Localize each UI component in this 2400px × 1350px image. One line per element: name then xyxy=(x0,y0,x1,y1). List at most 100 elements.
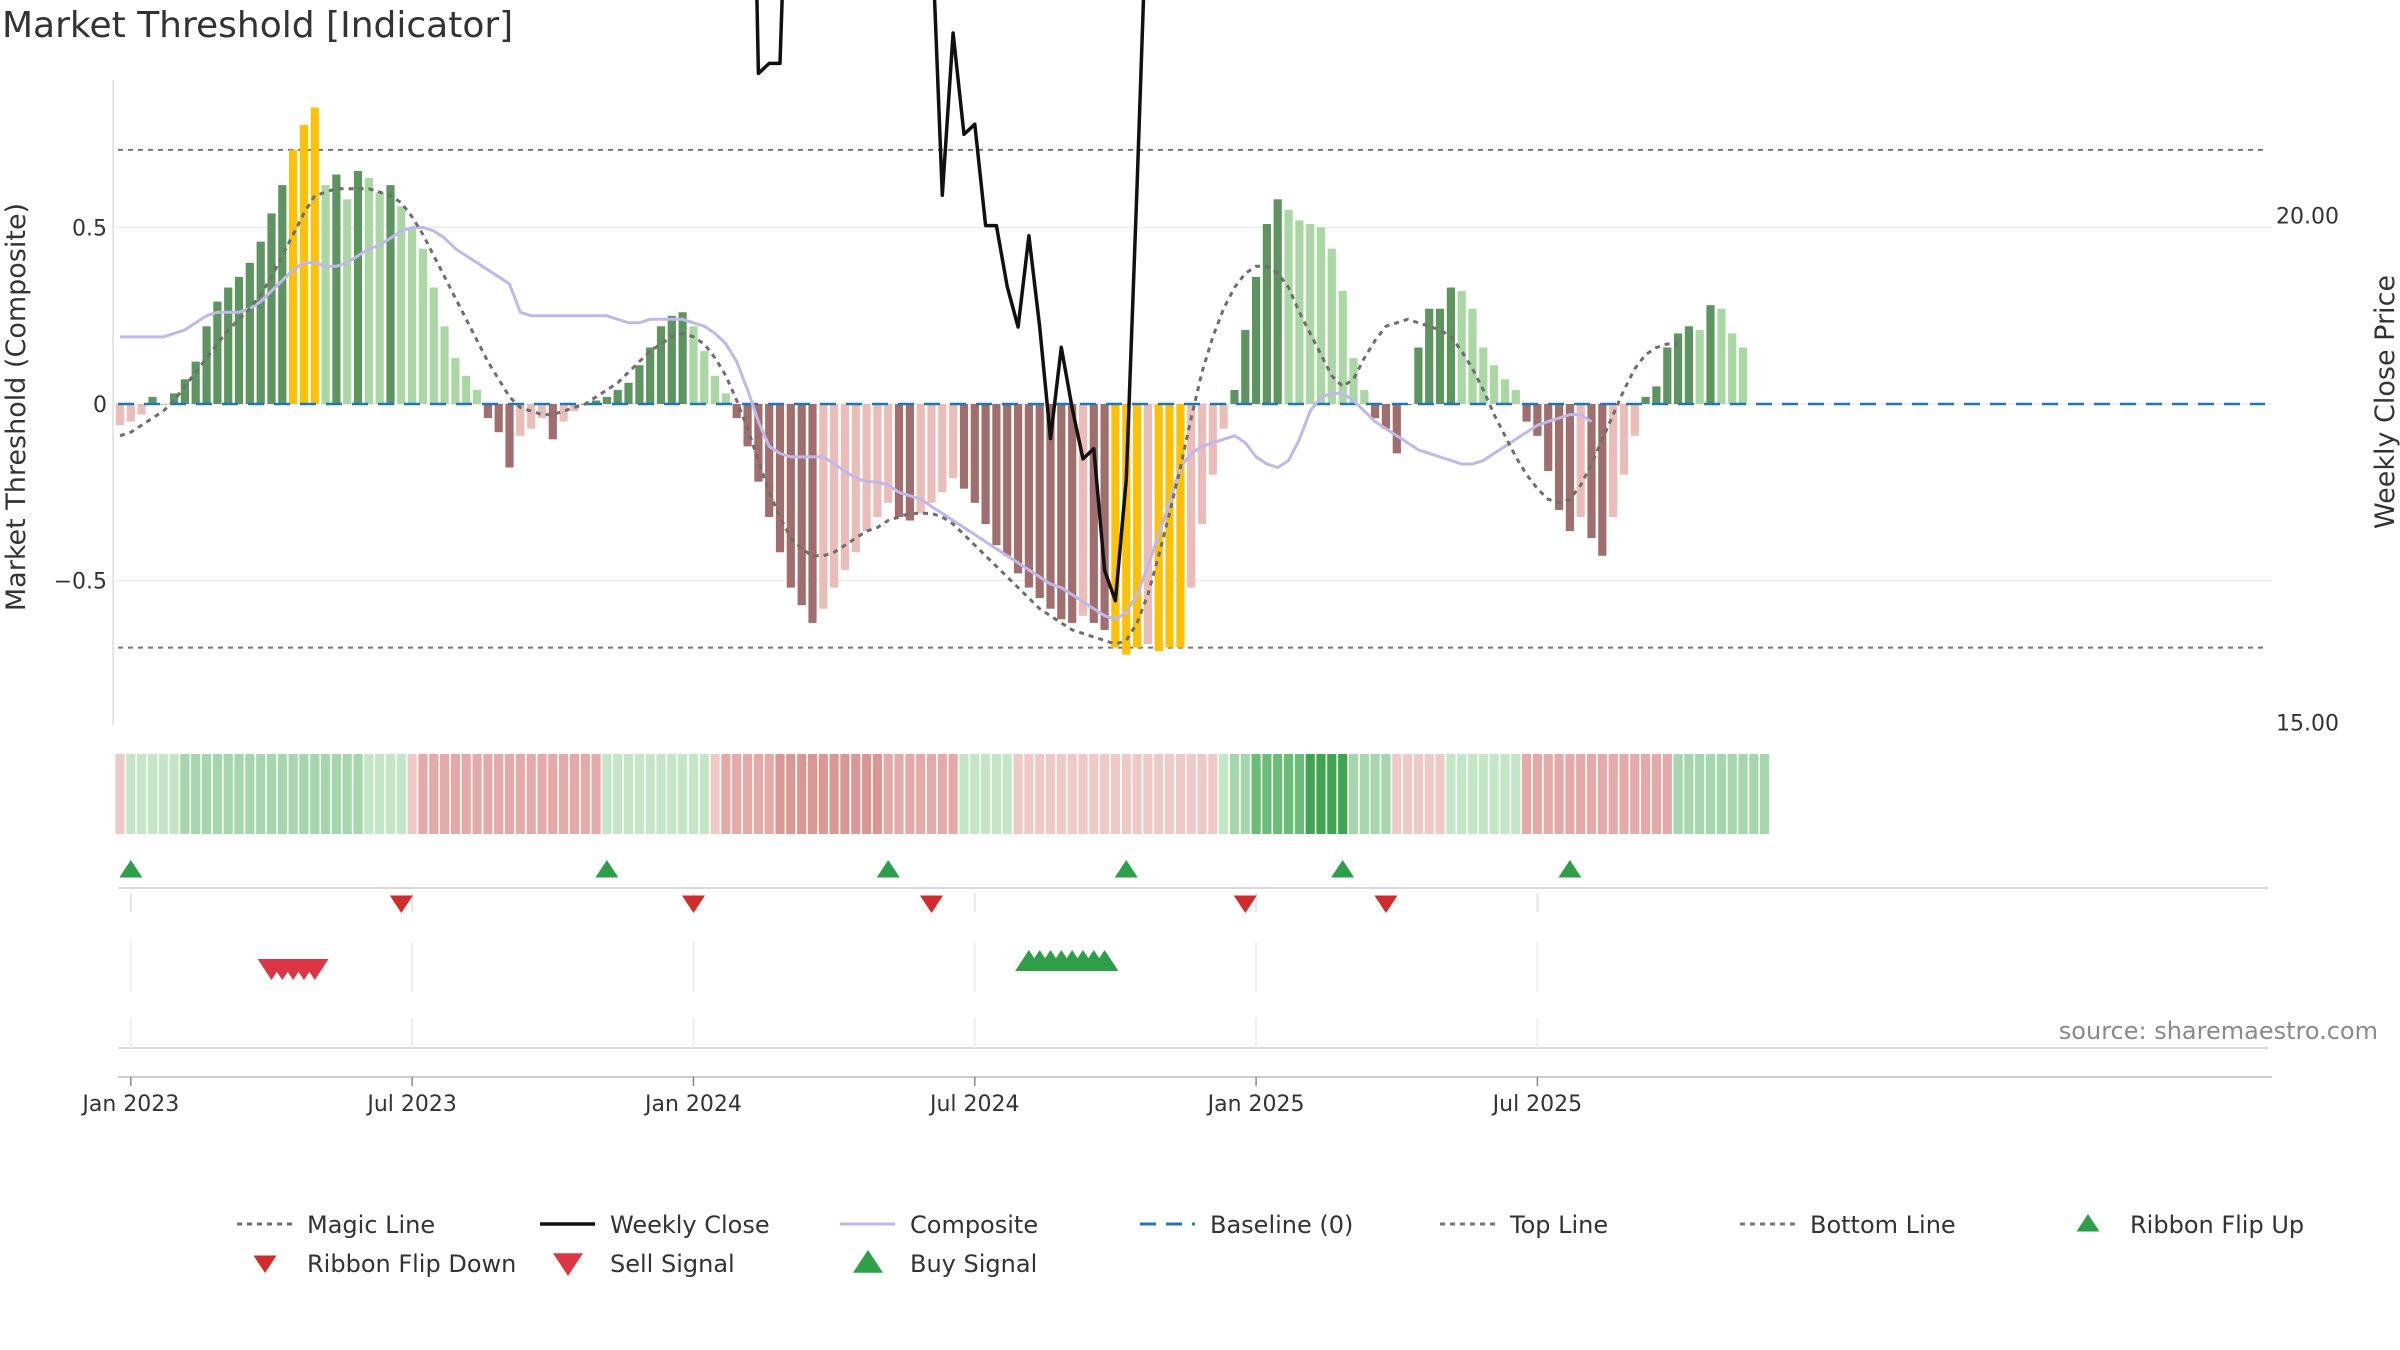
ribbon-segment xyxy=(851,754,861,834)
left-tick-label: 0 xyxy=(93,393,107,418)
legend: Magic Line Weekly Close Composite Baseline … xyxy=(237,1211,2304,1278)
threshold-lines xyxy=(118,148,2265,649)
histogram-bar xyxy=(1024,404,1033,588)
ribbon-segment xyxy=(1175,754,1185,834)
ribbon-segment xyxy=(862,754,872,834)
legend-label: Buy Signal xyxy=(910,1250,1037,1278)
histogram-bar xyxy=(1695,329,1704,404)
x-tick-label: Jan 2023 xyxy=(80,1092,179,1117)
histogram-bar xyxy=(1446,287,1455,404)
histogram-bar xyxy=(1262,224,1271,404)
ribbon-segment xyxy=(1013,754,1023,834)
ribbon-segment xyxy=(1446,754,1456,834)
histogram-bar xyxy=(1511,389,1520,404)
histogram-bar xyxy=(1457,291,1466,404)
histogram-bar xyxy=(1435,308,1445,404)
ribbon-segment xyxy=(375,754,385,834)
ribbon-segment xyxy=(829,754,839,834)
histogram-bar xyxy=(1219,404,1228,429)
ribbon-flip-down-marker xyxy=(681,895,705,913)
buy-sell-signal-markers xyxy=(257,950,1119,980)
histogram-bar xyxy=(1555,404,1564,510)
ribbon-segment xyxy=(872,754,882,834)
histogram-bar xyxy=(527,404,536,429)
ribbon-segment xyxy=(169,754,179,834)
histogram-bar xyxy=(981,404,990,524)
histogram-bar xyxy=(635,365,644,404)
ribbon-segment xyxy=(1608,754,1618,834)
histogram-bar xyxy=(386,185,395,404)
ribbon-segment xyxy=(1576,754,1586,834)
histogram-bar xyxy=(1641,396,1650,404)
histogram-bar xyxy=(916,404,925,514)
histogram-bar xyxy=(1425,308,1434,404)
ribbon-segment xyxy=(1684,754,1694,834)
histogram-bar xyxy=(310,107,319,404)
ribbon-segment xyxy=(364,754,374,834)
histogram-bar xyxy=(613,389,622,404)
histogram-bar xyxy=(1576,404,1585,517)
histogram-bar xyxy=(1522,404,1531,422)
histogram-bar xyxy=(548,404,557,440)
ribbon-segment xyxy=(515,754,525,834)
histogram-bar xyxy=(1122,404,1131,655)
ribbon-segment xyxy=(1597,754,1607,834)
left-axis-label: Market Threshold (Composite) xyxy=(1,203,32,611)
signal-panel-grid xyxy=(118,887,2272,1078)
histogram-bar xyxy=(646,347,655,404)
ribbon-segment xyxy=(1641,754,1651,834)
histogram-bar xyxy=(1306,224,1315,404)
ribbon-segment xyxy=(1294,754,1304,834)
histogram-bar xyxy=(959,404,969,489)
ribbon-segment xyxy=(1413,754,1423,834)
histogram-bar xyxy=(440,326,449,404)
ribbon-segment xyxy=(1727,754,1737,834)
histogram-bar xyxy=(862,404,871,532)
histogram-bar xyxy=(949,404,958,479)
ribbon-segment xyxy=(1024,754,1034,834)
ribbon-flip-down-marker xyxy=(920,895,943,913)
histogram-bar xyxy=(1057,404,1066,620)
ribbon-segment xyxy=(429,754,439,834)
ribbon-segment xyxy=(797,754,807,834)
ribbon-segment xyxy=(1208,754,1218,834)
ribbon-segment xyxy=(1532,754,1542,834)
histogram-bar xyxy=(202,326,211,404)
ribbon-segment xyxy=(981,754,991,834)
ribbon-segment xyxy=(212,754,222,834)
histogram-bar xyxy=(1316,227,1326,404)
ribbon-segment xyxy=(786,754,796,834)
ribbon-segment xyxy=(147,754,158,834)
ribbon-segment xyxy=(1424,754,1434,834)
ribbon-segment xyxy=(1370,754,1380,834)
ribbon-segment xyxy=(840,754,850,834)
ribbon-segment xyxy=(461,754,471,834)
histogram-bar xyxy=(289,149,298,404)
histogram-bar xyxy=(429,287,438,404)
ribbon-segment xyxy=(1359,754,1369,834)
legend-label: Bottom Line xyxy=(1810,1211,1956,1239)
histogram-bar xyxy=(418,248,428,404)
histogram-bar xyxy=(1587,404,1596,539)
ribbon-segment xyxy=(1273,754,1283,834)
histogram-bar xyxy=(473,389,482,404)
ribbon-segment xyxy=(732,754,742,834)
ribbon-segment xyxy=(277,754,287,834)
histogram-bar xyxy=(234,276,244,404)
legend-label: Ribbon Flip Down xyxy=(307,1250,516,1278)
ribbon-segment xyxy=(991,754,1001,834)
histogram-bar xyxy=(1003,404,1012,556)
histogram-bar xyxy=(830,404,839,588)
histogram-bar xyxy=(1241,329,1250,404)
ribbon-segment xyxy=(407,754,417,834)
histogram-bar xyxy=(267,213,276,404)
ribbon-segment xyxy=(580,754,590,834)
ribbon-segment xyxy=(245,754,255,834)
histogram-bar xyxy=(245,262,254,404)
left-axis-ticks: 0.5 0 −0.5 xyxy=(54,217,107,595)
ribbon-segment xyxy=(1403,754,1413,834)
histogram-bar xyxy=(602,396,611,404)
histogram-bar xyxy=(1630,404,1639,436)
histogram-bar xyxy=(1349,358,1358,404)
ribbon-flip-down-marker xyxy=(389,895,413,913)
